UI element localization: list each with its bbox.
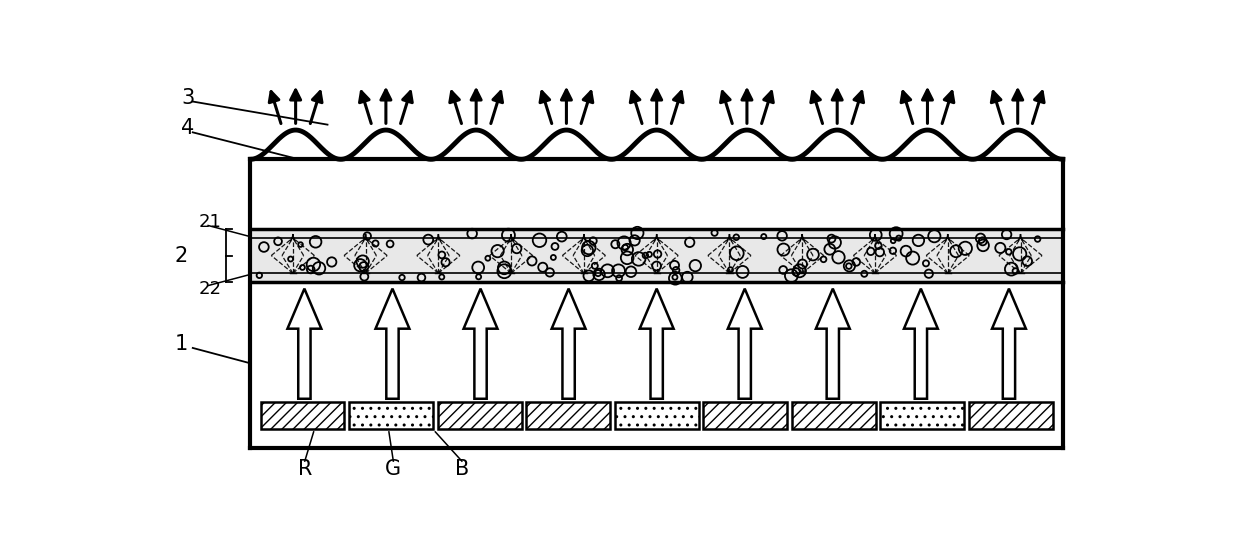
Bar <box>250 229 1063 283</box>
Text: R: R <box>298 459 312 479</box>
Polygon shape <box>640 289 673 399</box>
Bar <box>526 402 610 429</box>
Text: 21: 21 <box>198 213 221 231</box>
Bar <box>350 402 433 429</box>
Polygon shape <box>728 289 761 399</box>
Text: G: G <box>386 459 402 479</box>
Text: 22: 22 <box>198 280 221 298</box>
Polygon shape <box>992 289 1025 399</box>
Polygon shape <box>288 289 321 399</box>
Bar <box>438 402 522 429</box>
Polygon shape <box>904 289 937 399</box>
Bar <box>615 402 698 429</box>
Bar <box>260 402 345 429</box>
Bar <box>703 402 787 429</box>
Text: 2: 2 <box>175 246 187 266</box>
Polygon shape <box>552 289 585 399</box>
Text: 3: 3 <box>181 88 195 107</box>
Polygon shape <box>816 289 849 399</box>
Polygon shape <box>464 289 497 399</box>
Bar <box>250 159 1063 448</box>
Text: B: B <box>455 459 469 479</box>
Text: 1: 1 <box>175 334 187 354</box>
Bar <box>968 402 1053 429</box>
Bar <box>880 402 965 429</box>
Text: 4: 4 <box>181 118 195 138</box>
Bar <box>792 402 875 429</box>
Polygon shape <box>376 289 409 399</box>
